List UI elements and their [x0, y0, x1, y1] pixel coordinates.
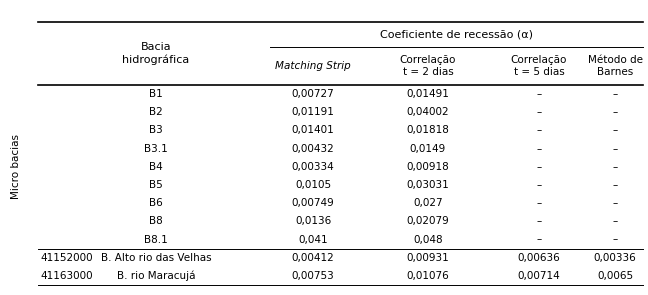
Text: –: –: [612, 89, 618, 99]
Text: 0,00918: 0,00918: [407, 162, 449, 172]
Text: 0,0136: 0,0136: [295, 216, 331, 226]
Text: –: –: [612, 198, 618, 208]
Text: B. rio Maracujá: B. rio Maracujá: [117, 271, 195, 281]
Text: Correlação
t = 2 dias: Correlação t = 2 dias: [400, 55, 456, 77]
Text: 0,027: 0,027: [413, 198, 443, 208]
Text: Matching Strip: Matching Strip: [275, 61, 351, 71]
Text: –: –: [537, 180, 542, 190]
Text: –: –: [537, 216, 542, 226]
Text: B8: B8: [149, 216, 163, 226]
Text: 0,00412: 0,00412: [292, 253, 334, 263]
Text: 0,00334: 0,00334: [292, 162, 334, 172]
Text: –: –: [612, 180, 618, 190]
Text: B3.1: B3.1: [144, 144, 168, 154]
Text: 0,00336: 0,00336: [594, 253, 636, 263]
Text: –: –: [537, 144, 542, 154]
Text: 0,00931: 0,00931: [407, 253, 449, 263]
Text: B5: B5: [149, 180, 163, 190]
Text: Coeficiente de recessão (α): Coeficiente de recessão (α): [380, 30, 533, 40]
Text: 0,01491: 0,01491: [406, 89, 450, 99]
Text: 0,01191: 0,01191: [292, 107, 334, 117]
Text: Bacia
hidrográfica: Bacia hidrográfica: [122, 42, 190, 65]
Text: 41163000: 41163000: [40, 271, 93, 281]
Text: 0,03031: 0,03031: [407, 180, 449, 190]
Text: 0,02079: 0,02079: [407, 216, 449, 226]
Text: –: –: [537, 235, 542, 245]
Text: –: –: [612, 162, 618, 172]
Text: Correlação
t = 5 dias: Correlação t = 5 dias: [511, 55, 567, 77]
Text: –: –: [537, 162, 542, 172]
Text: B6: B6: [149, 198, 163, 208]
Text: B2: B2: [149, 107, 163, 117]
Text: –: –: [612, 216, 618, 226]
Text: 0,0065: 0,0065: [597, 271, 633, 281]
Text: B3: B3: [149, 125, 163, 135]
Text: –: –: [537, 107, 542, 117]
Text: 0,00753: 0,00753: [292, 271, 334, 281]
Text: 0,00727: 0,00727: [292, 89, 334, 99]
Text: 0,00749: 0,00749: [292, 198, 334, 208]
Text: 0,048: 0,048: [413, 235, 443, 245]
Text: 0,01076: 0,01076: [407, 271, 449, 281]
Text: –: –: [612, 125, 618, 135]
Text: B1: B1: [149, 89, 163, 99]
Text: –: –: [537, 89, 542, 99]
Text: –: –: [612, 235, 618, 245]
Text: 41152000: 41152000: [40, 253, 93, 263]
Text: Método de
Barnes: Método de Barnes: [588, 55, 643, 77]
Text: –: –: [537, 198, 542, 208]
Text: 0,00432: 0,00432: [292, 144, 334, 154]
Text: 0,01818: 0,01818: [406, 125, 450, 135]
Text: 0,01401: 0,01401: [292, 125, 334, 135]
Text: –: –: [612, 144, 618, 154]
Text: 0,041: 0,041: [298, 235, 328, 245]
Text: –: –: [537, 125, 542, 135]
Text: B. Alto rio das Velhas: B. Alto rio das Velhas: [100, 253, 211, 263]
Text: B4: B4: [149, 162, 163, 172]
Text: 0,04002: 0,04002: [407, 107, 449, 117]
Text: 0,0105: 0,0105: [295, 180, 331, 190]
Text: 0,00636: 0,00636: [518, 253, 561, 263]
Text: 0,0149: 0,0149: [410, 144, 446, 154]
Text: Micro bacias: Micro bacias: [11, 134, 21, 199]
Text: –: –: [612, 107, 618, 117]
Text: 0,00714: 0,00714: [518, 271, 561, 281]
Text: B8.1: B8.1: [144, 235, 168, 245]
